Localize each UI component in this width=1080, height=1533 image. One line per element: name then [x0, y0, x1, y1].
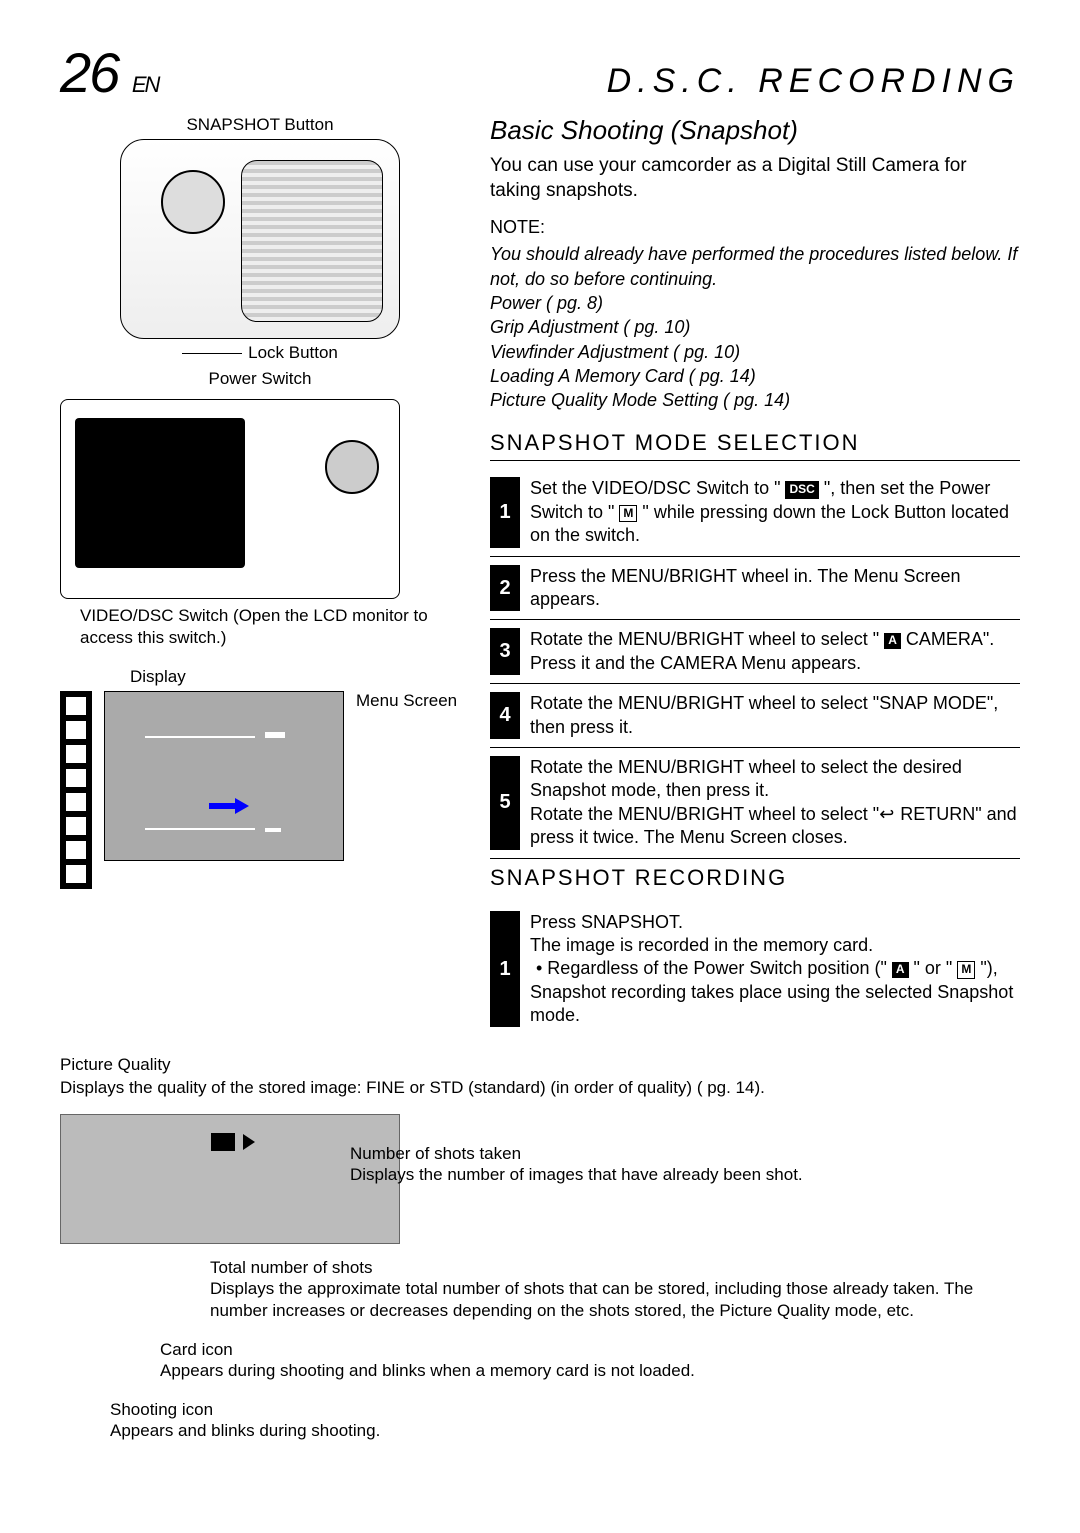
card-icon-title: Card icon: [160, 1340, 1020, 1360]
left-column: SNAPSHOT Button Lock Button Power Switch…: [60, 115, 460, 1035]
snapshot-button-label: SNAPSHOT Button: [60, 115, 460, 135]
lcd-play-icon: [243, 1134, 255, 1150]
picture-quality-desc: Displays the quality of the stored image…: [60, 1077, 1020, 1099]
total-shots-desc: Displays the approximate total number of…: [210, 1278, 1020, 1322]
step-number: 3: [490, 628, 520, 675]
menu-item-icon: [66, 865, 86, 883]
menu-item-icon: [66, 793, 86, 811]
recording-step-1: 1 Press SNAPSHOT. The image is recorded …: [490, 903, 1020, 1036]
menu-item-icon: [66, 697, 86, 715]
intro-text: You can use your camcorder as a Digital …: [490, 154, 1020, 203]
m-badge-icon: M: [619, 505, 637, 523]
step-number: 1: [490, 477, 520, 547]
camera-top-illustration: [120, 139, 400, 339]
a-badge-icon: A: [884, 633, 901, 649]
note-intro: You should already have performed the pr…: [490, 242, 1020, 291]
note-item: Power ( pg. 8): [490, 291, 1020, 315]
menu-screen-illustration: [104, 691, 344, 861]
menu-icon-strip: [60, 691, 92, 889]
snapshot-mode-selection-title: SNAPSHOT MODE SELECTION: [490, 430, 1020, 461]
step-text: Rotate the MENU/BRIGHT wheel to select "…: [530, 628, 1020, 675]
shooting-icon-title: Shooting icon: [110, 1400, 1020, 1420]
shots-taken-desc: Displays the number of images that have …: [350, 1164, 803, 1186]
menu-screen-label: Menu Screen: [356, 691, 457, 711]
note-item: Picture Quality Mode Setting ( pg. 14): [490, 388, 1020, 412]
m-badge-icon: M: [957, 961, 975, 979]
return-icon: ↩: [879, 803, 895, 826]
shooting-icon-desc: Appears and blinks during shooting.: [110, 1420, 1020, 1442]
basic-shooting-title: Basic Shooting (Snapshot): [490, 115, 1020, 146]
step-5: 5 Rotate the MENU/BRIGHT wheel to select…: [490, 748, 1020, 859]
bottom-callouts: Picture Quality Displays the quality of …: [60, 1055, 1020, 1441]
display-label: Display: [130, 667, 460, 687]
page-number-value: 26: [60, 41, 118, 104]
step-3: 3 Rotate the MENU/BRIGHT wheel to select…: [490, 620, 1020, 684]
step-number: 5: [490, 756, 520, 850]
step-text: Press the MENU/BRIGHT wheel in. The Menu…: [530, 565, 1020, 612]
menu-item-icon: [66, 745, 86, 763]
total-shots-title: Total number of shots: [210, 1258, 1020, 1278]
menu-item-icon: [66, 721, 86, 739]
lcd-marker-icon: [211, 1133, 235, 1151]
step-text: Set the VIDEO/DSC Switch to " DSC ", the…: [530, 477, 1020, 547]
lock-button-label: Lock Button: [60, 343, 460, 363]
step-number: 2: [490, 565, 520, 612]
camera-open-illustration: [60, 399, 400, 599]
page-lang: EN: [132, 72, 159, 97]
page-number: 26 EN: [60, 40, 158, 105]
step-number: 4: [490, 692, 520, 739]
note-item: Loading A Memory Card ( pg. 14): [490, 364, 1020, 388]
section-title: D.S.C. RECORDING: [607, 62, 1020, 101]
right-column: Basic Shooting (Snapshot) You can use yo…: [490, 115, 1020, 1035]
step-text: Rotate the MENU/BRIGHT wheel to select "…: [530, 692, 1020, 739]
step-4: 4 Rotate the MENU/BRIGHT wheel to select…: [490, 684, 1020, 748]
note-body: You should already have performed the pr…: [490, 242, 1020, 412]
menu-item-icon: [66, 817, 86, 835]
step-text: Rotate the MENU/BRIGHT wheel to select t…: [530, 756, 1020, 850]
note-label: NOTE:: [490, 217, 1020, 238]
rec-lead: Press SNAPSHOT.: [530, 912, 683, 932]
lcd-illustration: [60, 1114, 400, 1244]
menu-item-icon: [66, 769, 86, 787]
shots-taken-title: Number of shots taken: [350, 1144, 803, 1164]
step-1: 1 Set the VIDEO/DSC Switch to " DSC ", t…: [490, 469, 1020, 556]
step-number: 1: [490, 911, 520, 1028]
a-badge-icon: A: [892, 962, 909, 978]
note-item: Grip Adjustment ( pg. 10): [490, 315, 1020, 339]
power-switch-label: Power Switch: [60, 369, 460, 389]
snapshot-recording-title: SNAPSHOT RECORDING: [490, 865, 1020, 895]
menu-item-icon: [66, 841, 86, 859]
rec-body: The image is recorded in the memory card…: [530, 935, 873, 955]
dsc-badge-icon: DSC: [785, 481, 818, 499]
note-item: Viewfinder Adjustment ( pg. 10): [490, 340, 1020, 364]
step-text: Press SNAPSHOT. The image is recorded in…: [530, 911, 1020, 1028]
card-icon-desc: Appears during shooting and blinks when …: [160, 1360, 1020, 1382]
step-2: 2 Press the MENU/BRIGHT wheel in. The Me…: [490, 557, 1020, 621]
videodsc-switch-label: VIDEO/DSC Switch (Open the LCD monitor t…: [80, 605, 460, 649]
picture-quality-title: Picture Quality: [60, 1055, 1020, 1075]
